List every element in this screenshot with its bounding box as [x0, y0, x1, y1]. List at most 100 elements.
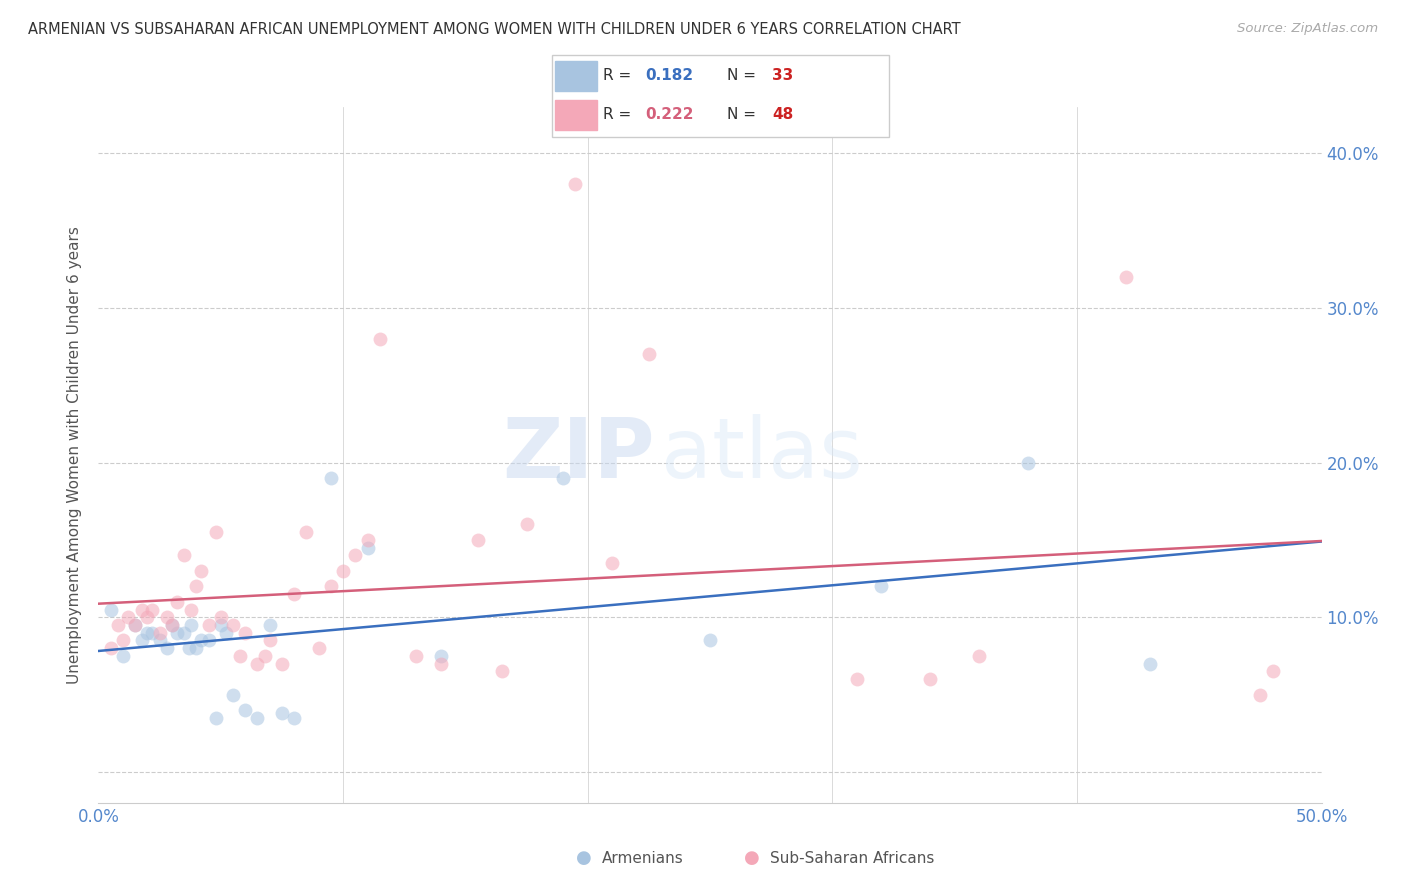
- Point: [222, 688, 245, 702]
- Point: [173, 549, 195, 563]
- Point: [111, 648, 134, 663]
- Text: R =: R =: [603, 107, 637, 122]
- Y-axis label: Unemployment Among Women with Children Under 6 years: Unemployment Among Women with Children U…: [67, 226, 83, 684]
- Point: [920, 672, 942, 686]
- Point: [270, 706, 294, 720]
- Point: [141, 625, 163, 640]
- Point: [186, 579, 208, 593]
- Text: N =: N =: [727, 107, 761, 122]
- Point: [600, 556, 623, 570]
- Point: [100, 602, 122, 616]
- Point: [186, 641, 208, 656]
- Point: [270, 657, 294, 671]
- Point: [259, 618, 281, 632]
- Text: ZIP: ZIP: [502, 415, 655, 495]
- Point: [564, 178, 586, 192]
- Point: [356, 541, 378, 555]
- Text: 0.222: 0.222: [645, 107, 693, 122]
- Bar: [555, 100, 596, 130]
- Point: [259, 633, 281, 648]
- Text: ●: ●: [575, 849, 592, 867]
- Point: [214, 625, 236, 640]
- Point: [1139, 657, 1161, 671]
- Point: [430, 648, 453, 663]
- Point: [100, 641, 122, 656]
- Point: [160, 618, 183, 632]
- Point: [117, 610, 139, 624]
- Point: [283, 587, 305, 601]
- Point: [344, 549, 367, 563]
- Point: [197, 618, 219, 632]
- Text: Sub-Saharan Africans: Sub-Saharan Africans: [770, 851, 935, 865]
- Point: [107, 618, 129, 632]
- Point: [246, 711, 269, 725]
- Point: [160, 618, 183, 632]
- Point: [222, 618, 245, 632]
- Point: [308, 641, 330, 656]
- Bar: [555, 62, 596, 91]
- Point: [1249, 688, 1271, 702]
- Text: ARMENIAN VS SUBSAHARAN AFRICAN UNEMPLOYMENT AMONG WOMEN WITH CHILDREN UNDER 6 YE: ARMENIAN VS SUBSAHARAN AFRICAN UNEMPLOYM…: [28, 22, 960, 37]
- Point: [491, 665, 513, 679]
- Point: [430, 657, 453, 671]
- Text: R =: R =: [603, 69, 637, 84]
- Point: [136, 625, 159, 640]
- Text: atlas: atlas: [661, 415, 863, 495]
- Point: [319, 471, 342, 485]
- Point: [141, 602, 163, 616]
- Point: [699, 633, 721, 648]
- Text: 0.182: 0.182: [645, 69, 693, 84]
- Point: [319, 579, 342, 593]
- Point: [515, 517, 537, 532]
- Point: [149, 625, 172, 640]
- Point: [131, 602, 153, 616]
- Point: [124, 618, 146, 632]
- Point: [253, 648, 276, 663]
- Point: [967, 648, 990, 663]
- Point: [553, 471, 575, 485]
- Point: [233, 625, 256, 640]
- Point: [467, 533, 489, 547]
- Point: [190, 564, 212, 578]
- Point: [166, 595, 188, 609]
- Point: [209, 610, 232, 624]
- Text: 48: 48: [772, 107, 793, 122]
- Point: [1017, 456, 1039, 470]
- Text: ●: ●: [744, 849, 761, 867]
- Point: [156, 641, 179, 656]
- Point: [156, 610, 179, 624]
- Text: N =: N =: [727, 69, 761, 84]
- Point: [295, 525, 318, 540]
- Point: [283, 711, 305, 725]
- Point: [638, 347, 661, 361]
- Point: [111, 633, 134, 648]
- Point: [124, 618, 146, 632]
- Point: [205, 525, 228, 540]
- Text: Source: ZipAtlas.com: Source: ZipAtlas.com: [1237, 22, 1378, 36]
- Point: [131, 633, 153, 648]
- Point: [136, 610, 159, 624]
- Point: [149, 633, 172, 648]
- Text: 33: 33: [772, 69, 793, 84]
- Point: [332, 564, 354, 578]
- Point: [1115, 270, 1137, 285]
- Point: [405, 648, 427, 663]
- Point: [180, 602, 202, 616]
- Point: [197, 633, 219, 648]
- Point: [177, 641, 200, 656]
- Point: [190, 633, 212, 648]
- Point: [233, 703, 256, 717]
- Point: [209, 618, 232, 632]
- Point: [845, 672, 868, 686]
- Point: [356, 533, 378, 547]
- Text: Armenians: Armenians: [602, 851, 683, 865]
- FancyBboxPatch shape: [551, 55, 890, 136]
- Point: [368, 332, 391, 346]
- Point: [205, 711, 228, 725]
- Point: [166, 625, 188, 640]
- Point: [246, 657, 269, 671]
- Point: [180, 618, 202, 632]
- Point: [870, 579, 893, 593]
- Point: [173, 625, 195, 640]
- Point: [229, 648, 252, 663]
